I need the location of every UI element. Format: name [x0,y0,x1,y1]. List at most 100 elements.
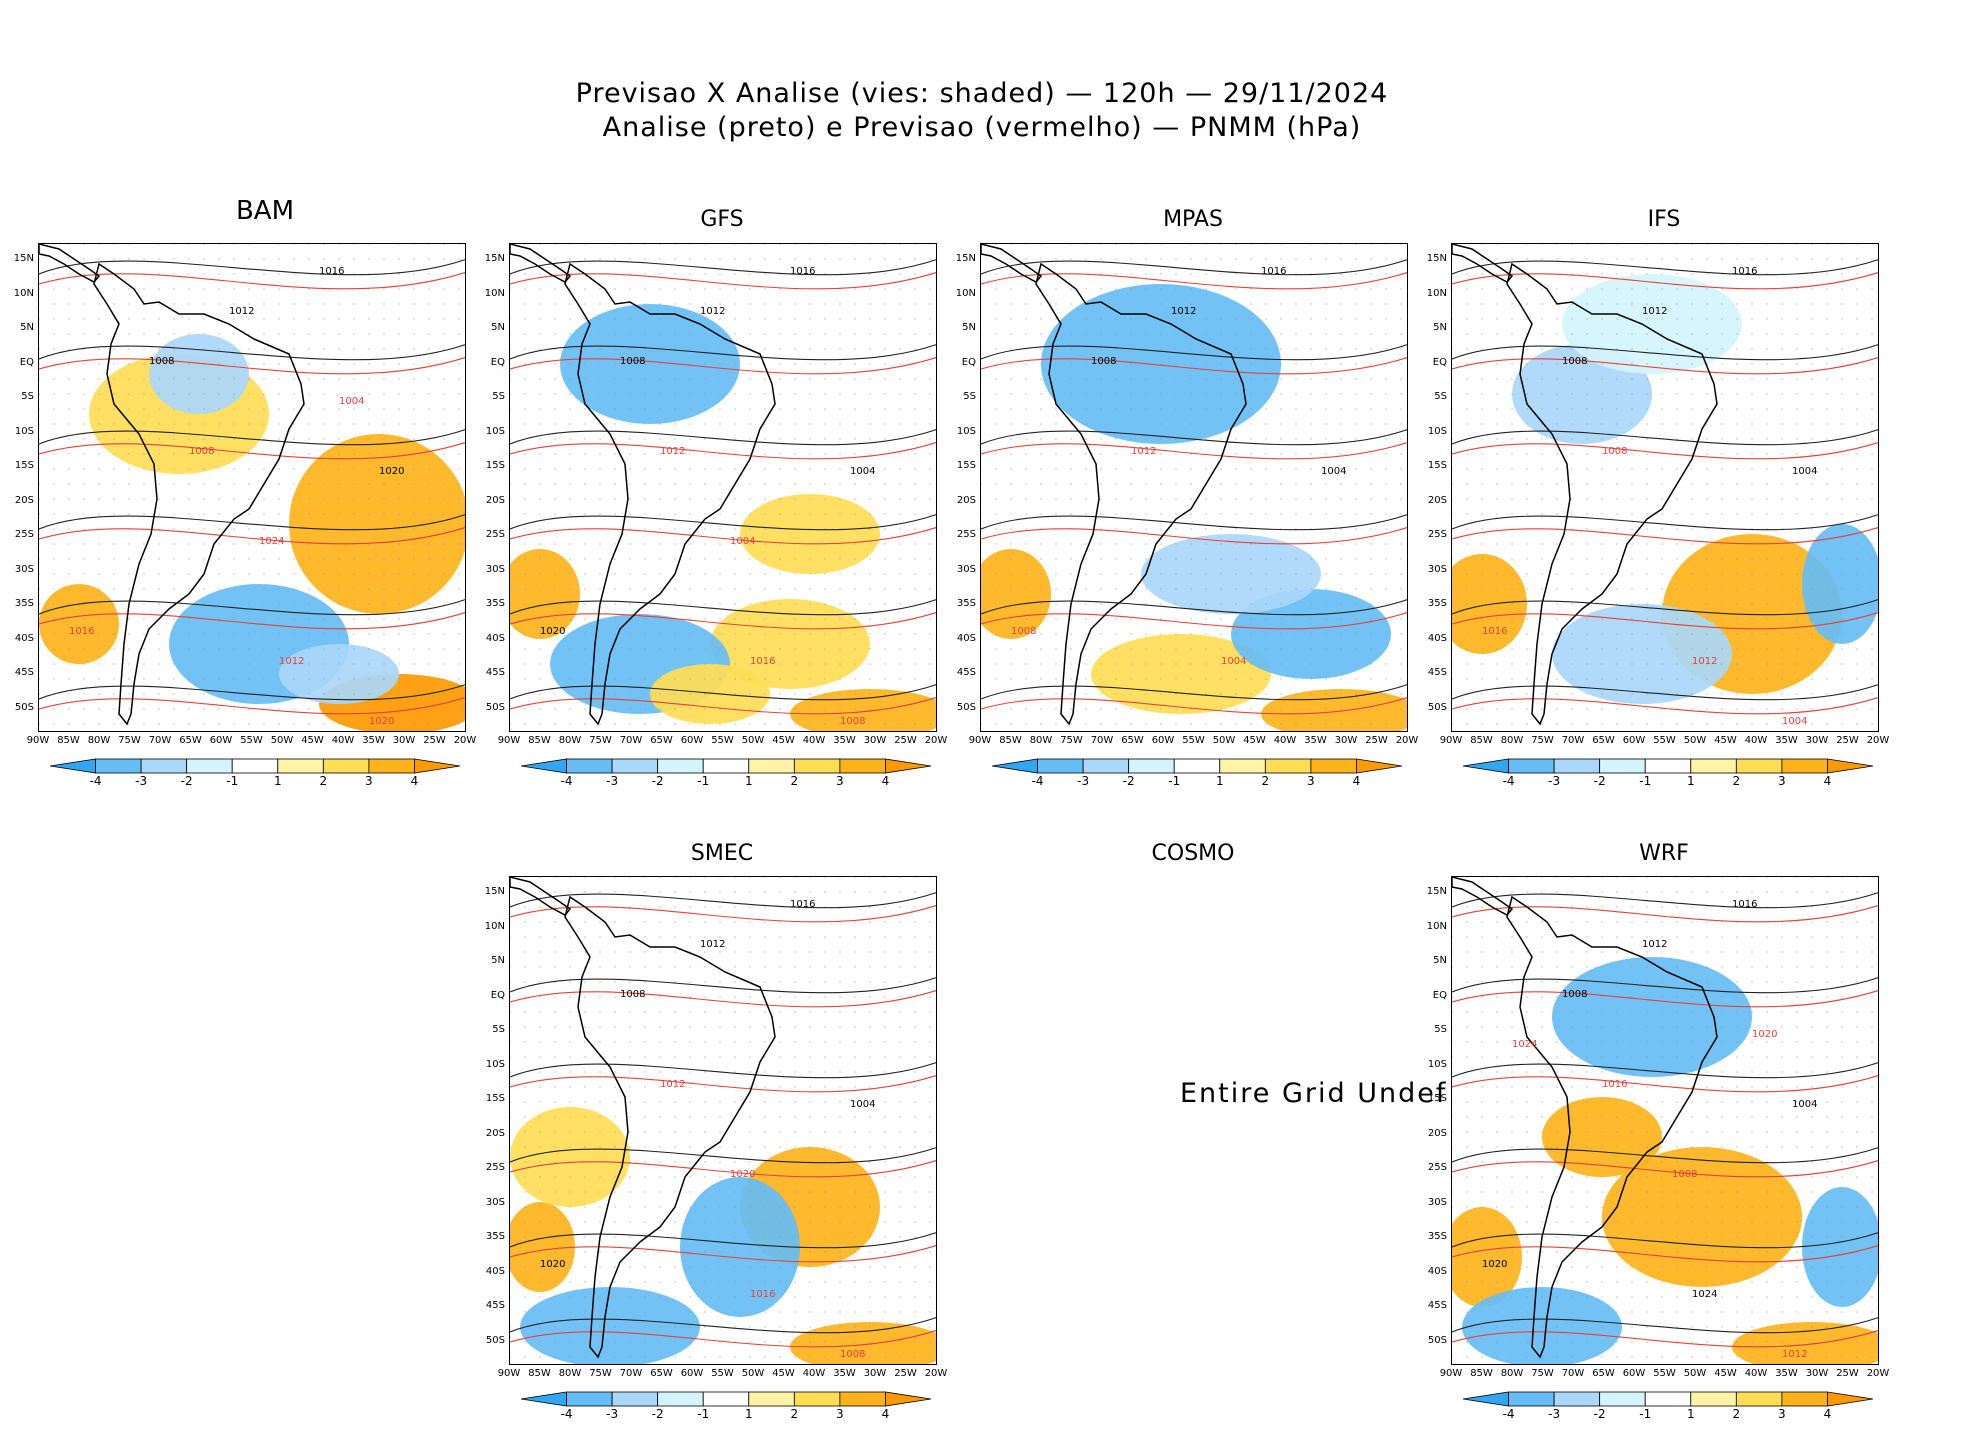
analysis-isobar [1452,344,1878,361]
colorbar-tick-label: 2 [790,774,799,788]
colorbar-swatch [1508,1391,1555,1407]
lon-tick-label: 30W [863,735,887,746]
lat-tick-label: 5N [1433,955,1447,966]
forecast-isobar [1452,357,1878,375]
lon-tick-label: 60W [1622,735,1646,746]
colorbar: -4 -3 -2 -1 1 2 3 4 [520,1391,932,1431]
lat-tick-label: 10S [1427,1058,1447,1070]
south-america-outline [564,262,776,726]
forecast-isobar [1452,905,1878,923]
lat-tick-label: 30S [485,563,505,575]
colorbar-tick-label: 2 [319,774,328,788]
analysis-isobar [1452,1317,1878,1334]
lat-tick-label: 25S [485,1162,505,1173]
bias-shading-region [1802,1187,1878,1307]
colorbar-tick-label: 1 [1215,774,1224,788]
bias-shading-region [1462,1287,1622,1364]
lon-tick-label: 90W [497,1368,521,1379]
lat-tick-label: 5N [1433,322,1447,333]
contour-label: 1024 [1692,1289,1717,1300]
contour-label: 1012 [700,939,725,950]
lat-tick-label: 25S [485,529,505,540]
lat-tick-label: EQ [1432,989,1447,1001]
lat-tick-label: 25S [1427,1162,1447,1173]
contour-label: 1020 [369,716,394,727]
colorbar-tick-label: 3 [1778,1407,1786,1421]
contour-label: 1004 [339,396,364,407]
bias-shading-region [1452,1207,1522,1307]
lat-tick-label: 10N [1426,920,1447,932]
colorbar-tick-label: -3 [1548,774,1561,788]
lon-tick-label: 75W [589,1368,612,1379]
analysis-isobar [510,1147,936,1164]
lat-tick-label: 20S [956,494,976,506]
lon-tick-label: 25W [423,735,446,746]
lon-tick-label: 30W [1805,1368,1829,1379]
contour-label: 1020 [1482,1259,1507,1270]
south-america-outline [1035,262,1247,726]
south-america-outline [93,262,305,726]
analysis-isobar [1452,684,1878,701]
analysis-isobar [510,514,936,531]
colorbar-swatch [1827,1391,1874,1407]
colorbar-swatch [1690,1391,1737,1407]
colorbar-swatch [1781,1391,1828,1407]
lon-tick-label: 45W [301,735,324,746]
lon-tick-label: 45W [1243,735,1266,746]
colorbar-swatch [885,1391,932,1407]
lon-tick-label: 40W [1744,1368,1768,1379]
analysis-isobar [510,1232,936,1249]
central-america-outline [39,244,101,283]
colorbar-tick-label: -3 [606,1407,619,1421]
lat-tick-label: 15N [955,253,976,264]
colorbar-swatch [1219,758,1266,774]
lon-tick-label: 40W [1744,735,1768,746]
lon-tick-label: 60W [1622,1368,1646,1379]
lon-tick-label: 65W [1121,735,1144,746]
lat-tick-label: 30S [485,1196,505,1208]
colorbar-tick-label: -3 [135,774,148,788]
lon-tick-label: 80W [558,735,582,746]
lat-tick-label: 15S [14,460,34,471]
lat-tick-label: 15N [484,253,505,264]
colorbar-swatch [1128,758,1175,774]
colorbar-swatch [414,758,461,774]
figure-title-line1: Previsao X Analise (vies: shaded) — 120h… [575,78,1389,109]
colorbar-tick-label: 1 [744,774,753,788]
forecast-isobar [39,442,465,460]
contour-label: 1008 [1602,446,1627,457]
contour-label: 1012 [1642,939,1667,950]
lon-tick-label: 40W [802,735,826,746]
lon-tick-label: 90W [497,735,521,746]
lat-tick-label: 5S [1434,391,1447,402]
lon-tick-label: 25W [1836,1368,1859,1379]
colorbar-swatch [748,1391,795,1407]
central-america-outline [981,244,1043,283]
colorbar-tick-label: -2 [651,1407,664,1421]
lat-tick-label: 10S [956,425,976,437]
lat-tick-label: 15S [1427,1093,1447,1104]
lon-tick-label: 70W [1561,1368,1585,1379]
contour-label: 1016 [1602,1079,1627,1090]
colorbar-swatch [839,758,886,774]
lat-tick-label: 45S [1427,1300,1447,1311]
analysis-isobar [981,344,1407,361]
lon-tick-label: 30W [392,735,416,746]
contour-label: 1004 [1221,656,1246,667]
colorbar-tick-label: 3 [1307,774,1315,788]
forecast-isobar [1452,272,1878,290]
lat-tick-label: 40S [1427,1265,1447,1277]
colorbar-tick-label: 3 [836,1407,844,1421]
map-canvas: 1016 1012 1008 1004 1020 1016 1012 1008 1004 [510,244,936,731]
lon-tick-label: 45W [772,735,795,746]
lat-tick-label: 40S [1427,632,1447,644]
lon-tick-label: 65W [1592,735,1615,746]
lat-tick-label: 40S [14,632,34,644]
lon-tick-label: 35W [362,735,385,746]
map-panel-smec: 1016 1012 1008 1004 1020 1016 1012 1008 1020 [509,876,937,1365]
forecast-isobar [981,357,1407,375]
colorbar-tick-label: -3 [606,774,619,788]
forecast-isobar [1452,990,1878,1008]
contour-label: 1016 [750,1289,775,1300]
colorbar-tick-label: -2 [180,774,193,788]
